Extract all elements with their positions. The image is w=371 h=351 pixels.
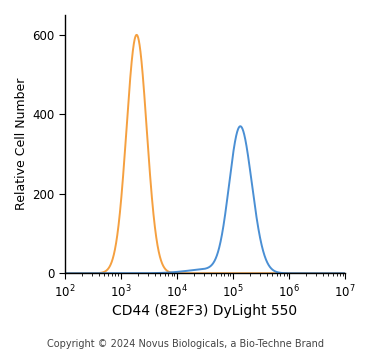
- X-axis label: CD44 (8E2F3) DyLight 550: CD44 (8E2F3) DyLight 550: [112, 304, 298, 318]
- Text: Copyright © 2024 Novus Biologicals, a Bio-Techne Brand: Copyright © 2024 Novus Biologicals, a Bi…: [47, 339, 324, 349]
- Y-axis label: Relative Cell Number: Relative Cell Number: [15, 78, 28, 210]
